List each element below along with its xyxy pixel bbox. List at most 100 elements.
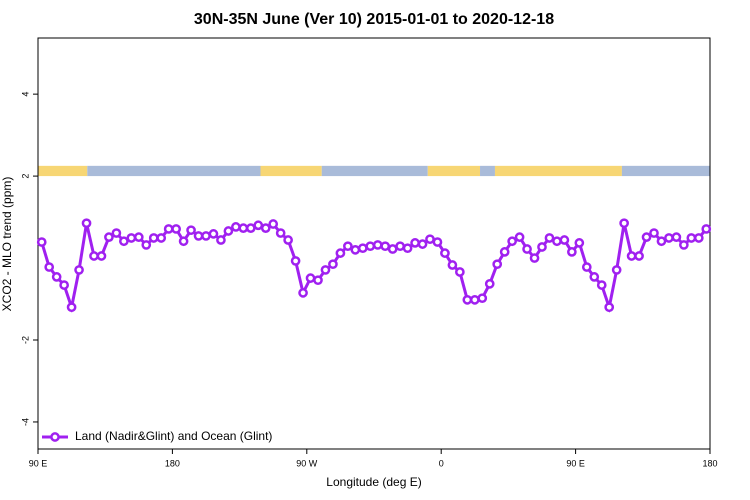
data-point [201,231,211,241]
data-point [447,260,458,270]
y-tick-label: -4 [20,418,30,426]
data-point [133,232,144,242]
y-tick-label: 2 [20,174,30,179]
data-point [462,294,473,305]
y-tick-label: 4 [20,92,30,97]
data-point [596,280,607,290]
data-point [343,241,353,252]
data-point [529,253,540,263]
data-point [417,239,428,249]
data-point [664,233,674,243]
data-point [656,236,667,247]
data-point [611,265,622,275]
data-point [171,224,181,234]
data-point [387,244,398,254]
data-point [51,272,62,282]
data-point [260,223,271,233]
data-point [626,251,637,261]
data-point [163,224,174,234]
data-point [178,236,189,247]
data-point [119,236,129,247]
surface-band [480,165,495,177]
data-point [290,256,301,266]
data-point [604,302,615,313]
data-point [522,244,532,254]
data-point [492,259,503,270]
x-tick-label: 90 W [296,458,318,468]
data-point [484,279,495,289]
data-point [238,223,249,233]
legend-marker [50,432,60,442]
y-axis-label: XCO2 - MLO trend (ppm) [0,177,14,312]
data-point [59,280,69,290]
surface-band [38,165,88,177]
data-point [693,233,704,243]
surface-band [321,165,428,177]
data-point [193,231,204,241]
data-point [559,235,570,245]
data-point [44,262,55,272]
data-point [81,218,92,229]
data-point [253,220,264,231]
data-point [111,228,122,238]
data-point [589,272,600,282]
data-point [574,238,585,248]
data-point [298,288,308,298]
x-tick-label: 90 E [566,458,585,468]
x-axis-label: Longitude (deg E) [326,475,421,489]
data-point [402,243,413,254]
x-tick-label: 180 [702,458,717,468]
data-point [552,236,562,247]
data-point [216,235,226,245]
data-point [36,237,47,247]
data-point [514,232,525,242]
data-point [89,251,99,261]
data-point [507,236,517,247]
data-point [313,275,323,286]
data-point [357,243,368,254]
data-point [126,233,137,243]
data-point [283,235,293,245]
data-point [104,232,114,242]
x-tick-label: 90 E [29,458,48,468]
data-point [671,232,682,242]
data-point [619,218,629,229]
data-point [649,228,659,238]
data-point [74,265,84,275]
data-point [641,232,652,242]
data-point [410,238,420,248]
data-point [365,241,376,252]
data-point [328,259,338,270]
data-point [686,233,697,243]
data-point [335,248,346,258]
x-tick-label: 180 [165,458,180,468]
data-point [320,265,331,275]
data-point [425,234,435,245]
data-point [455,267,465,277]
data-point [245,223,256,233]
surface-band [494,165,622,177]
data-point [544,233,555,243]
data-point [350,245,361,255]
data-point [440,248,450,258]
data-point [275,228,286,238]
data-point [581,262,592,272]
x-tick-label: 0 [439,458,444,468]
data-point [148,233,159,243]
data-point [223,226,234,236]
data-point [305,273,316,283]
data-point [567,247,577,257]
data-point [469,294,480,305]
data-point [156,233,167,243]
data-point [380,241,391,252]
legend-label: Land (Nadir&Glint) and Ocean (Glint) [75,429,272,443]
data-point [395,241,405,252]
data-point [679,240,689,250]
data-point [477,293,488,304]
data-point [186,225,196,236]
surface-band [260,165,322,177]
data-point [432,237,443,247]
data-point [231,222,241,232]
surface-band [621,165,710,177]
